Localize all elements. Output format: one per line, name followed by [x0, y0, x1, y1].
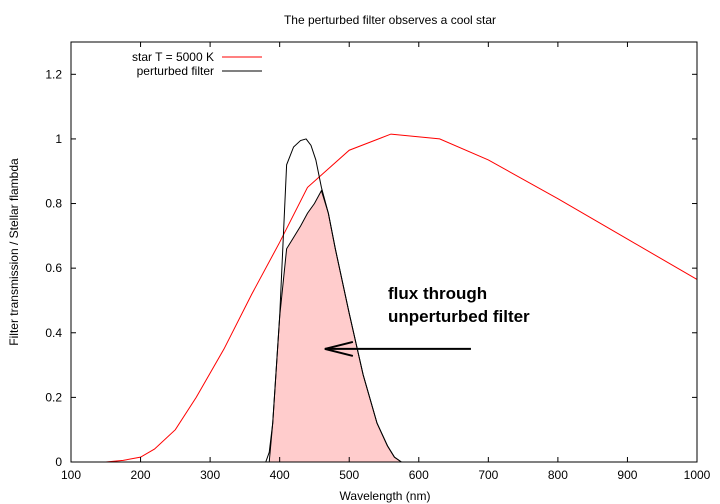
x-tick-label: 800 [548, 468, 568, 482]
x-tick-label: 500 [339, 468, 359, 482]
x-tick-label: 900 [617, 468, 637, 482]
x-tick-label: 300 [200, 468, 220, 482]
x-tick-label: 600 [409, 468, 429, 482]
shaded-flux-area [268, 189, 403, 463]
y-tick-label: 0 [55, 455, 62, 469]
y-tick-label: 0.2 [45, 390, 62, 404]
y-tick-label: 0.4 [45, 326, 62, 340]
x-tick-label: 1000 [684, 468, 711, 482]
series-layer [71, 133, 698, 463]
x-tick-label: 700 [478, 468, 498, 482]
y-tick-label: 1.2 [45, 67, 62, 81]
series-line-1 [258, 138, 402, 463]
ticks-layer: 100 200 300 400 500 600 700 800 900 1000 0 0.2 0.4 0.… [45, 42, 711, 482]
annotation-text: unperturbed filter [388, 307, 530, 326]
annotation-arrow-head [324, 340, 354, 357]
y-tick-label: 0.6 [45, 261, 62, 275]
y-tick-label: 1 [55, 132, 62, 146]
legend-label: perturbed filter [137, 64, 214, 78]
y-axis-label: Filter transmission / Stellar flambda [7, 158, 21, 346]
annotation-text: flux through [388, 284, 487, 303]
x-axis-label: Wavelength (nm) [340, 489, 431, 503]
legend-label: star T = 5000 K [132, 50, 214, 64]
series-line-0 [71, 133, 698, 463]
annotation: flux through unperturbed filter [324, 284, 530, 357]
chart-title: The perturbed filter observes a cool sta… [284, 13, 496, 27]
x-tick-label: 100 [61, 468, 81, 482]
shaded-region-layer [268, 189, 403, 463]
plot-frame [70, 41, 698, 463]
y-tick-label: 0.8 [45, 197, 62, 211]
x-tick-label: 400 [270, 468, 290, 482]
x-tick-label: 200 [131, 468, 151, 482]
